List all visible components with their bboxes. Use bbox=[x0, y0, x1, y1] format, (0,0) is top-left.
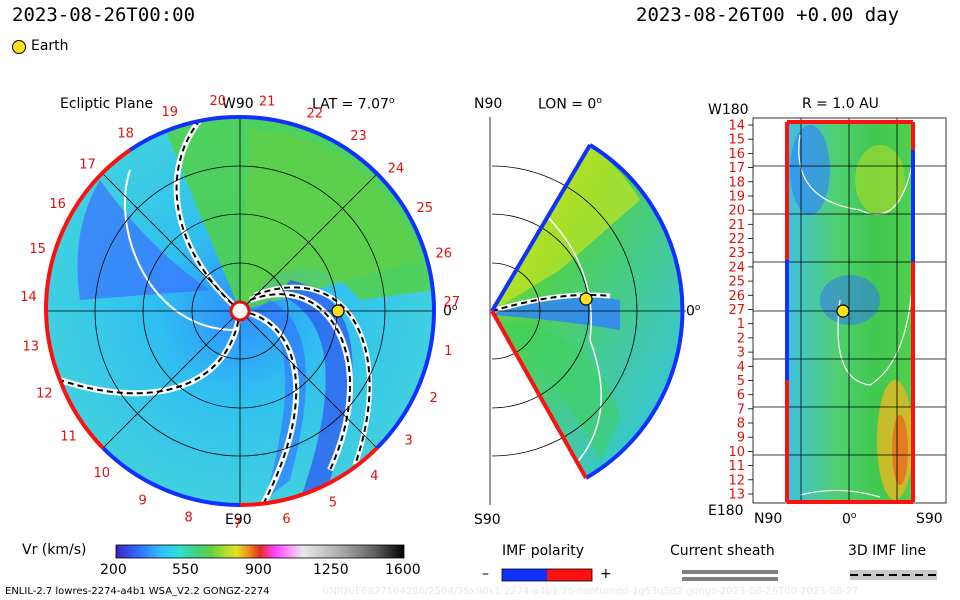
carrington-label-4: 4 bbox=[370, 469, 378, 484]
shell-y-label-8: 8 bbox=[737, 417, 745, 432]
ecliptic-title: Ecliptic Plane bbox=[60, 96, 154, 112]
imf-polarity-title: IMF polarity bbox=[502, 543, 585, 559]
ecliptic-lat-label: LAT = 7.07o bbox=[312, 96, 395, 113]
carrington-label-5: 5 bbox=[329, 496, 337, 511]
current-sheath-legend bbox=[682, 570, 778, 581]
shell-y-label-6: 6 bbox=[737, 388, 745, 403]
shell-bottom-left: E180 bbox=[708, 503, 744, 519]
sun-icon bbox=[229, 300, 251, 322]
shell-y-label-24: 24 bbox=[728, 260, 745, 275]
carrington-label-21: 21 bbox=[259, 95, 276, 110]
carrington-label-11: 11 bbox=[60, 430, 77, 445]
shell-y-label-11: 11 bbox=[728, 459, 745, 474]
shell-y-label-17: 17 bbox=[728, 161, 745, 176]
colorbar-tick-550: 550 bbox=[172, 562, 199, 578]
shell-y-label-4: 4 bbox=[737, 360, 745, 375]
imf-polarity-legend bbox=[501, 568, 593, 582]
carrington-label-3: 3 bbox=[404, 434, 412, 449]
shell-y-label-23: 23 bbox=[728, 246, 745, 261]
carrington-label-1: 1 bbox=[444, 344, 452, 359]
shell-y-label-25: 25 bbox=[728, 275, 745, 290]
ecliptic-top-label: W90 bbox=[222, 96, 254, 112]
shell-y-label-9: 9 bbox=[737, 431, 745, 446]
footer-right: UNIQUE6827164286/2584/35x90x1.2274-a4b1.… bbox=[322, 586, 859, 597]
carrington-label-2: 2 bbox=[430, 391, 438, 406]
shell-y-label-10: 10 bbox=[728, 445, 745, 460]
carrington-label-12: 12 bbox=[36, 387, 53, 402]
ecliptic-right-label: 0o bbox=[443, 303, 458, 320]
carrington-label-9: 9 bbox=[139, 493, 147, 508]
shell-y-label-19: 19 bbox=[728, 190, 745, 205]
carrington-label-7: 7 bbox=[233, 517, 241, 532]
shell-y-label-26: 26 bbox=[728, 289, 745, 304]
imf-minus-label: – bbox=[482, 566, 489, 582]
shell-y-label-5: 5 bbox=[737, 374, 745, 389]
date-left: 2023-08-26T00:00 bbox=[12, 4, 196, 26]
carrington-label-8: 8 bbox=[185, 511, 193, 526]
carrington-label-27: 27 bbox=[444, 295, 461, 310]
carrington-label-18: 18 bbox=[117, 127, 134, 142]
carrington-label-10: 10 bbox=[94, 466, 111, 481]
shell-y-label-21: 21 bbox=[728, 218, 745, 233]
carrington-label-23: 23 bbox=[350, 129, 367, 144]
shell-y-label-2: 2 bbox=[737, 331, 745, 346]
carrington-label-20: 20 bbox=[210, 94, 227, 109]
colorbar-tick-200: 200 bbox=[100, 562, 127, 578]
carrington-label-14: 14 bbox=[20, 290, 37, 305]
meridional-title: LON = 0o bbox=[538, 96, 602, 113]
colorbar-tick-900: 900 bbox=[245, 562, 272, 578]
colorbar-label: Vr (km/s) bbox=[22, 542, 87, 558]
shell-y-label-15: 15 bbox=[728, 133, 745, 148]
ecliptic-bottom-label: E90 bbox=[225, 512, 252, 528]
carrington-label-25: 25 bbox=[417, 201, 434, 216]
shell-y-label-14: 14 bbox=[728, 119, 745, 134]
carrington-label-6: 6 bbox=[282, 512, 290, 527]
shell-x-label-s90: S90 bbox=[916, 511, 943, 527]
shell-y-label-1: 1 bbox=[737, 317, 745, 332]
shell-y-label-12: 12 bbox=[728, 473, 745, 488]
shell-y-label-16: 16 bbox=[728, 147, 745, 162]
footer-left: ENLIL-2.7 lowres-2274-a4b1 WSA_V2.2 GONG… bbox=[5, 586, 270, 597]
meridional-plane bbox=[489, 117, 686, 505]
imf-plus-label: + bbox=[600, 566, 612, 582]
carrington-label-26: 26 bbox=[436, 247, 453, 262]
colorbar-tick-1250: 1250 bbox=[313, 562, 349, 578]
carrington-labels: 20 21222324252627123456789101112131415161… bbox=[20, 94, 460, 532]
shell-y-label-20: 20 bbox=[728, 204, 745, 219]
earth-ecliptic-icon bbox=[331, 304, 345, 318]
carrington-label-22: 22 bbox=[307, 107, 324, 122]
shell-top-left: W180 bbox=[708, 102, 749, 118]
shell-y-label-3: 3 bbox=[737, 346, 745, 361]
shell-title: R = 1.0 AU bbox=[802, 96, 879, 112]
carrington-label-19: 19 bbox=[162, 105, 179, 120]
earth-shell-icon bbox=[836, 304, 850, 318]
carrington-label-16: 16 bbox=[49, 197, 66, 212]
shell-y-label-18: 18 bbox=[728, 175, 745, 190]
carrington-label-17: 17 bbox=[79, 158, 96, 173]
ecliptic-plane bbox=[43, 114, 437, 507]
date-right: 2023-08-26T00 +0.00 day bbox=[636, 4, 900, 26]
shell-panel: 1415161718192021222324252627123456789101… bbox=[728, 117, 947, 504]
earth-meridional-icon bbox=[579, 292, 593, 306]
meridional-bottom-label: S90 bbox=[474, 512, 501, 528]
meridional-right-label: 0o bbox=[686, 303, 701, 320]
imf-line-title: 3D IMF line bbox=[848, 543, 927, 559]
shell-x-label-n90: N90 bbox=[754, 511, 783, 527]
colorbar bbox=[115, 544, 405, 559]
earth-marker-icon bbox=[12, 40, 26, 54]
current-sheath-title: Current sheath bbox=[670, 543, 775, 559]
shell-y-label-7: 7 bbox=[737, 402, 745, 417]
colorbar-tick-1600: 1600 bbox=[385, 562, 421, 578]
meridional-top-label: N90 bbox=[474, 96, 503, 112]
shell-x-label-0: 0o bbox=[842, 511, 857, 528]
carrington-label-13: 13 bbox=[23, 339, 40, 354]
shell-y-label-22: 22 bbox=[728, 232, 745, 247]
shell-y-label-13: 13 bbox=[728, 488, 745, 503]
shell-y-labels: 1415161718192021222324252627123456789101… bbox=[728, 119, 745, 503]
shell-y-label-27: 27 bbox=[728, 303, 745, 318]
carrington-label-24: 24 bbox=[388, 161, 405, 176]
carrington-label-15: 15 bbox=[29, 242, 46, 257]
earth-label: Earth bbox=[31, 38, 69, 54]
